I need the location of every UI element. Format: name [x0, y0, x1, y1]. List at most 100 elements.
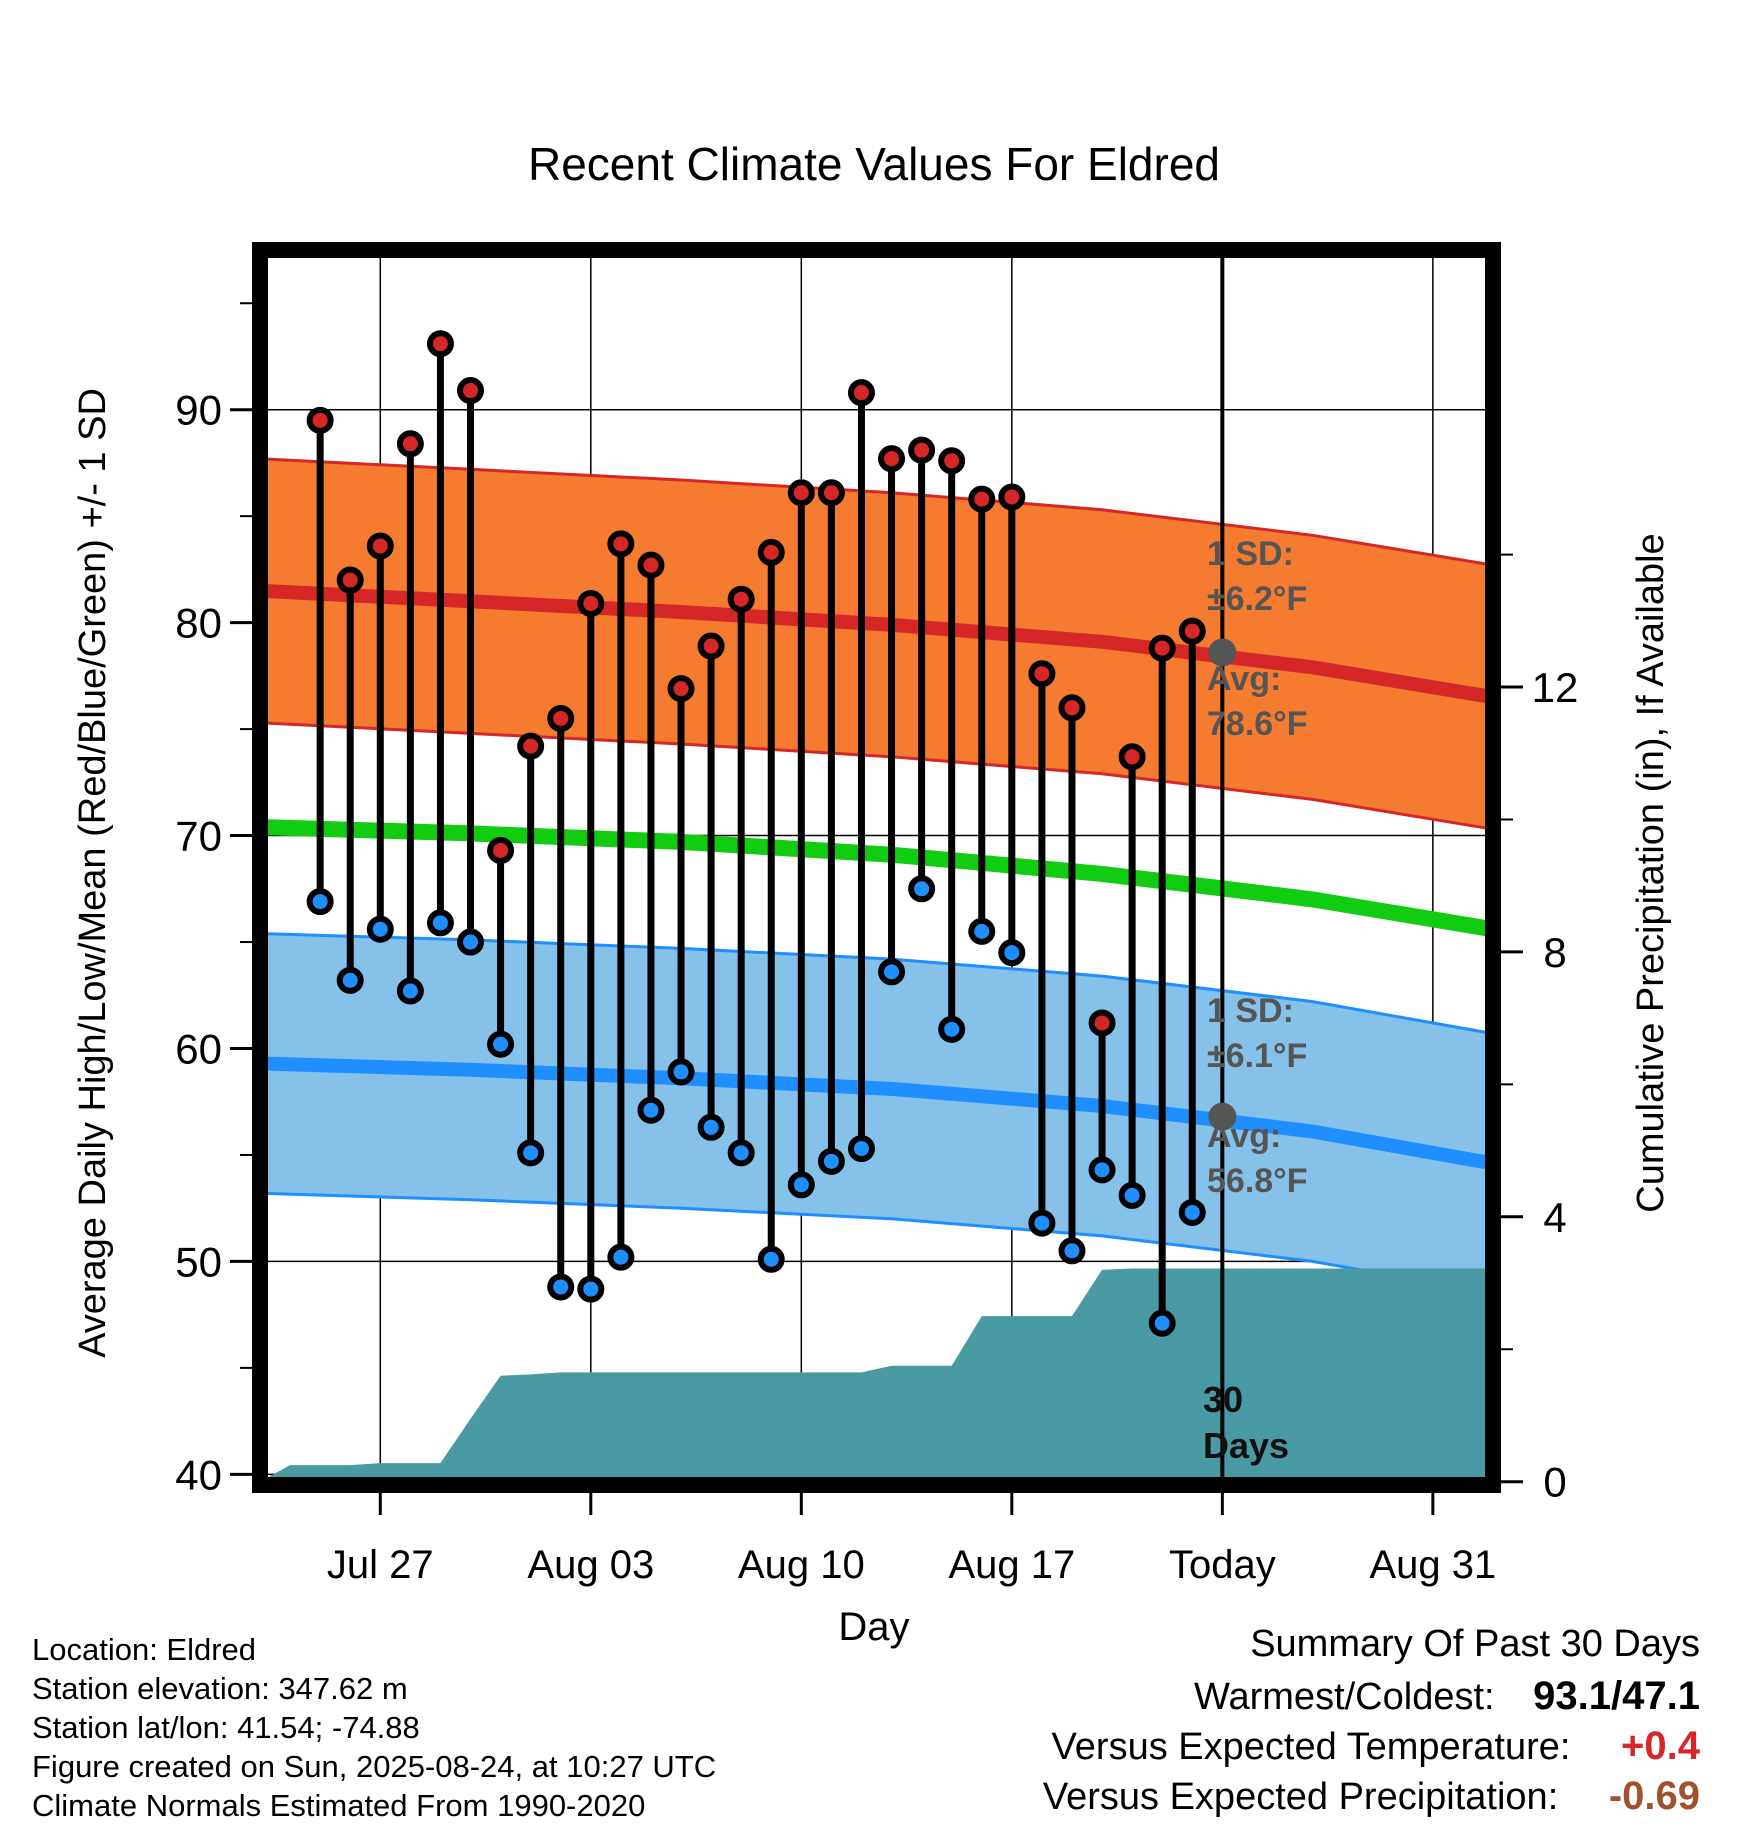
daily-high-point	[547, 704, 575, 732]
low-sd-label: 1 SD:	[1207, 992, 1294, 1030]
daily-high-point	[938, 447, 966, 475]
footer-latlon: Station lat/lon: 41.54; -74.88	[32, 1710, 420, 1745]
low-sd-band	[260, 933, 1493, 1294]
daily-high-point	[998, 483, 1026, 511]
daily-low-point	[847, 1135, 875, 1163]
daily-high-point	[396, 430, 424, 458]
daily-low-point	[457, 928, 485, 956]
daily-low-point	[817, 1147, 845, 1175]
daily-high-point	[1118, 743, 1146, 771]
footer-elevation: Station elevation: 347.62 m	[32, 1671, 408, 1706]
daily-low-point	[908, 875, 936, 903]
footer-normals: Climate Normals Estimated From 1990-2020	[32, 1788, 646, 1823]
daily-low-point	[517, 1139, 545, 1167]
daily-low-point	[998, 939, 1026, 967]
daily-low-point	[1058, 1237, 1086, 1265]
daily-high-point	[366, 532, 394, 560]
daily-high-point	[1148, 634, 1176, 662]
daily-low-point	[1088, 1156, 1116, 1184]
y-tick-label: 80	[175, 600, 222, 647]
daily-high-point	[517, 732, 545, 760]
daily-low-point	[607, 1243, 635, 1271]
low-normal-line	[259, 1056, 1495, 1171]
daily-high-point	[607, 530, 635, 558]
low-avg-value: 56.8°F	[1207, 1162, 1308, 1200]
footer-location: Location: Eldred	[32, 1632, 257, 1667]
y-tick-label: 60	[175, 1025, 222, 1072]
daily-low-point	[1178, 1198, 1206, 1226]
summary-title: Summary Of Past 30 Days	[1250, 1623, 1700, 1665]
low-avg-label: Avg:	[1207, 1117, 1281, 1155]
plot-frame	[252, 242, 1501, 1493]
daily-low-point	[938, 1015, 966, 1043]
daily-low-point	[366, 915, 394, 943]
daily-low-point	[1148, 1309, 1176, 1337]
y-tick-label: 40	[175, 1451, 222, 1498]
x-tick-label: Aug 31	[1369, 1543, 1496, 1587]
precip-label: Versus Expected Precipitation:	[1042, 1776, 1559, 1818]
y2-tick-label: 8	[1543, 929, 1566, 976]
daily-high-point	[847, 379, 875, 407]
footer-created: Figure created on Sun, 2025-08-24, at 10…	[32, 1749, 717, 1784]
y2-tick-label: 12	[1532, 664, 1579, 711]
daily-low-point	[396, 977, 424, 1005]
daily-high-point	[1178, 617, 1206, 645]
daily-low-point	[727, 1139, 755, 1167]
high-sd-value: ±6.2°F	[1207, 580, 1307, 618]
daily-low-point	[667, 1058, 695, 1086]
y-tick-label: 70	[175, 813, 222, 860]
daily-low-point	[787, 1171, 815, 1199]
daily-high-point	[757, 538, 785, 566]
daily-high-point	[1028, 660, 1056, 688]
today-avg-low-marker	[1208, 1102, 1237, 1131]
daily-low-point	[426, 909, 454, 937]
daily-high-point	[727, 585, 755, 613]
y-tick-label: 50	[175, 1238, 222, 1285]
daily-high-point	[787, 479, 815, 507]
daily-high-point	[426, 330, 454, 358]
daily-low-point	[577, 1275, 605, 1303]
warmest-label: Warmest/Coldest:	[1194, 1676, 1495, 1718]
summary-warmest-row: Warmest/Coldest: 93.1/47.1	[1194, 1674, 1700, 1718]
high-sd-label: 1 SD:	[1207, 535, 1294, 573]
daily-high-point	[817, 479, 845, 507]
coldest-value: 47.1	[1622, 1674, 1700, 1718]
daily-low-point	[968, 917, 996, 945]
y2-axis-label: Cumulative Precipitation (in), If Availa…	[1630, 533, 1672, 1212]
daily-high-point	[306, 406, 334, 434]
daily-low-point	[306, 888, 334, 916]
y-tick-label: 90	[175, 387, 222, 434]
daily-high-point	[577, 589, 605, 617]
x-tick-label: Today	[1169, 1543, 1276, 1587]
x-tick-label: Aug 03	[527, 1543, 654, 1587]
summary-temp-row: Versus Expected Temperature: +0.4	[1052, 1724, 1700, 1769]
y-axis-label: Average Daily High/Low/Mean (Red/Blue/Gr…	[72, 388, 114, 1358]
daily-high-point	[878, 445, 906, 473]
days-count-word: Days	[1203, 1425, 1289, 1466]
summary-precip-row: Versus Expected Precipitation: -0.69	[1043, 1774, 1700, 1819]
high-avg-label: Avg:	[1207, 660, 1281, 698]
high-avg-value: 78.6°F	[1207, 705, 1308, 743]
daily-high-point	[487, 836, 515, 864]
precip-area	[260, 1268, 1493, 1485]
daily-low-point	[1028, 1209, 1056, 1237]
daily-low-point	[547, 1273, 575, 1301]
daily-low-point	[336, 966, 364, 994]
y2-tick-label: 0	[1543, 1459, 1566, 1506]
daily-low-point	[878, 958, 906, 986]
daily-low-point	[637, 1096, 665, 1124]
daily-high-point	[1058, 694, 1086, 722]
x-tick-label: Jul 27	[327, 1543, 434, 1587]
y2-tick-label: 4	[1543, 1194, 1566, 1241]
temp-label: Versus Expected Temperature:	[1051, 1726, 1571, 1768]
daily-high-point	[908, 436, 936, 464]
low-sd-value: ±6.1°F	[1207, 1037, 1307, 1075]
daily-low-point	[697, 1113, 725, 1141]
precip-value: -0.69	[1608, 1774, 1700, 1818]
daily-high-point	[336, 566, 364, 594]
high-sd-band	[260, 458, 1493, 830]
daily-high-point	[667, 675, 695, 703]
low-sd-lower-line	[259, 1191, 1494, 1295]
daily-high-point	[1088, 1009, 1116, 1037]
